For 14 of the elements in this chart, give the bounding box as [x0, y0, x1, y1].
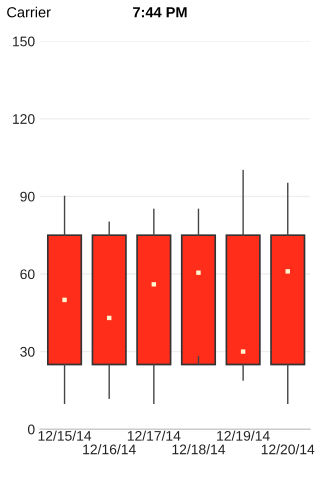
x-tick-label: 12/19/14	[217, 430, 270, 441]
y-tick-label: 60	[20, 269, 35, 280]
text: Carrier	[7, 6, 51, 18]
y-tick-label: 0	[28, 424, 35, 434]
x-tick-label: 12/17/14	[128, 430, 180, 441]
y-tick-label: 30	[20, 346, 35, 357]
y-tick-label: 120	[13, 114, 35, 124]
text: 7:44 PM	[133, 7, 187, 18]
x-tick-label: 12/20/14	[262, 444, 314, 454]
y-tick-label: 150	[13, 36, 35, 46]
x-tick-label: 12/16/14	[83, 444, 136, 454]
x-tick-label: 12/15/14	[38, 430, 92, 441]
y-tick-label: 90	[20, 192, 35, 202]
x-tick-label: 12/18/14	[172, 444, 226, 454]
